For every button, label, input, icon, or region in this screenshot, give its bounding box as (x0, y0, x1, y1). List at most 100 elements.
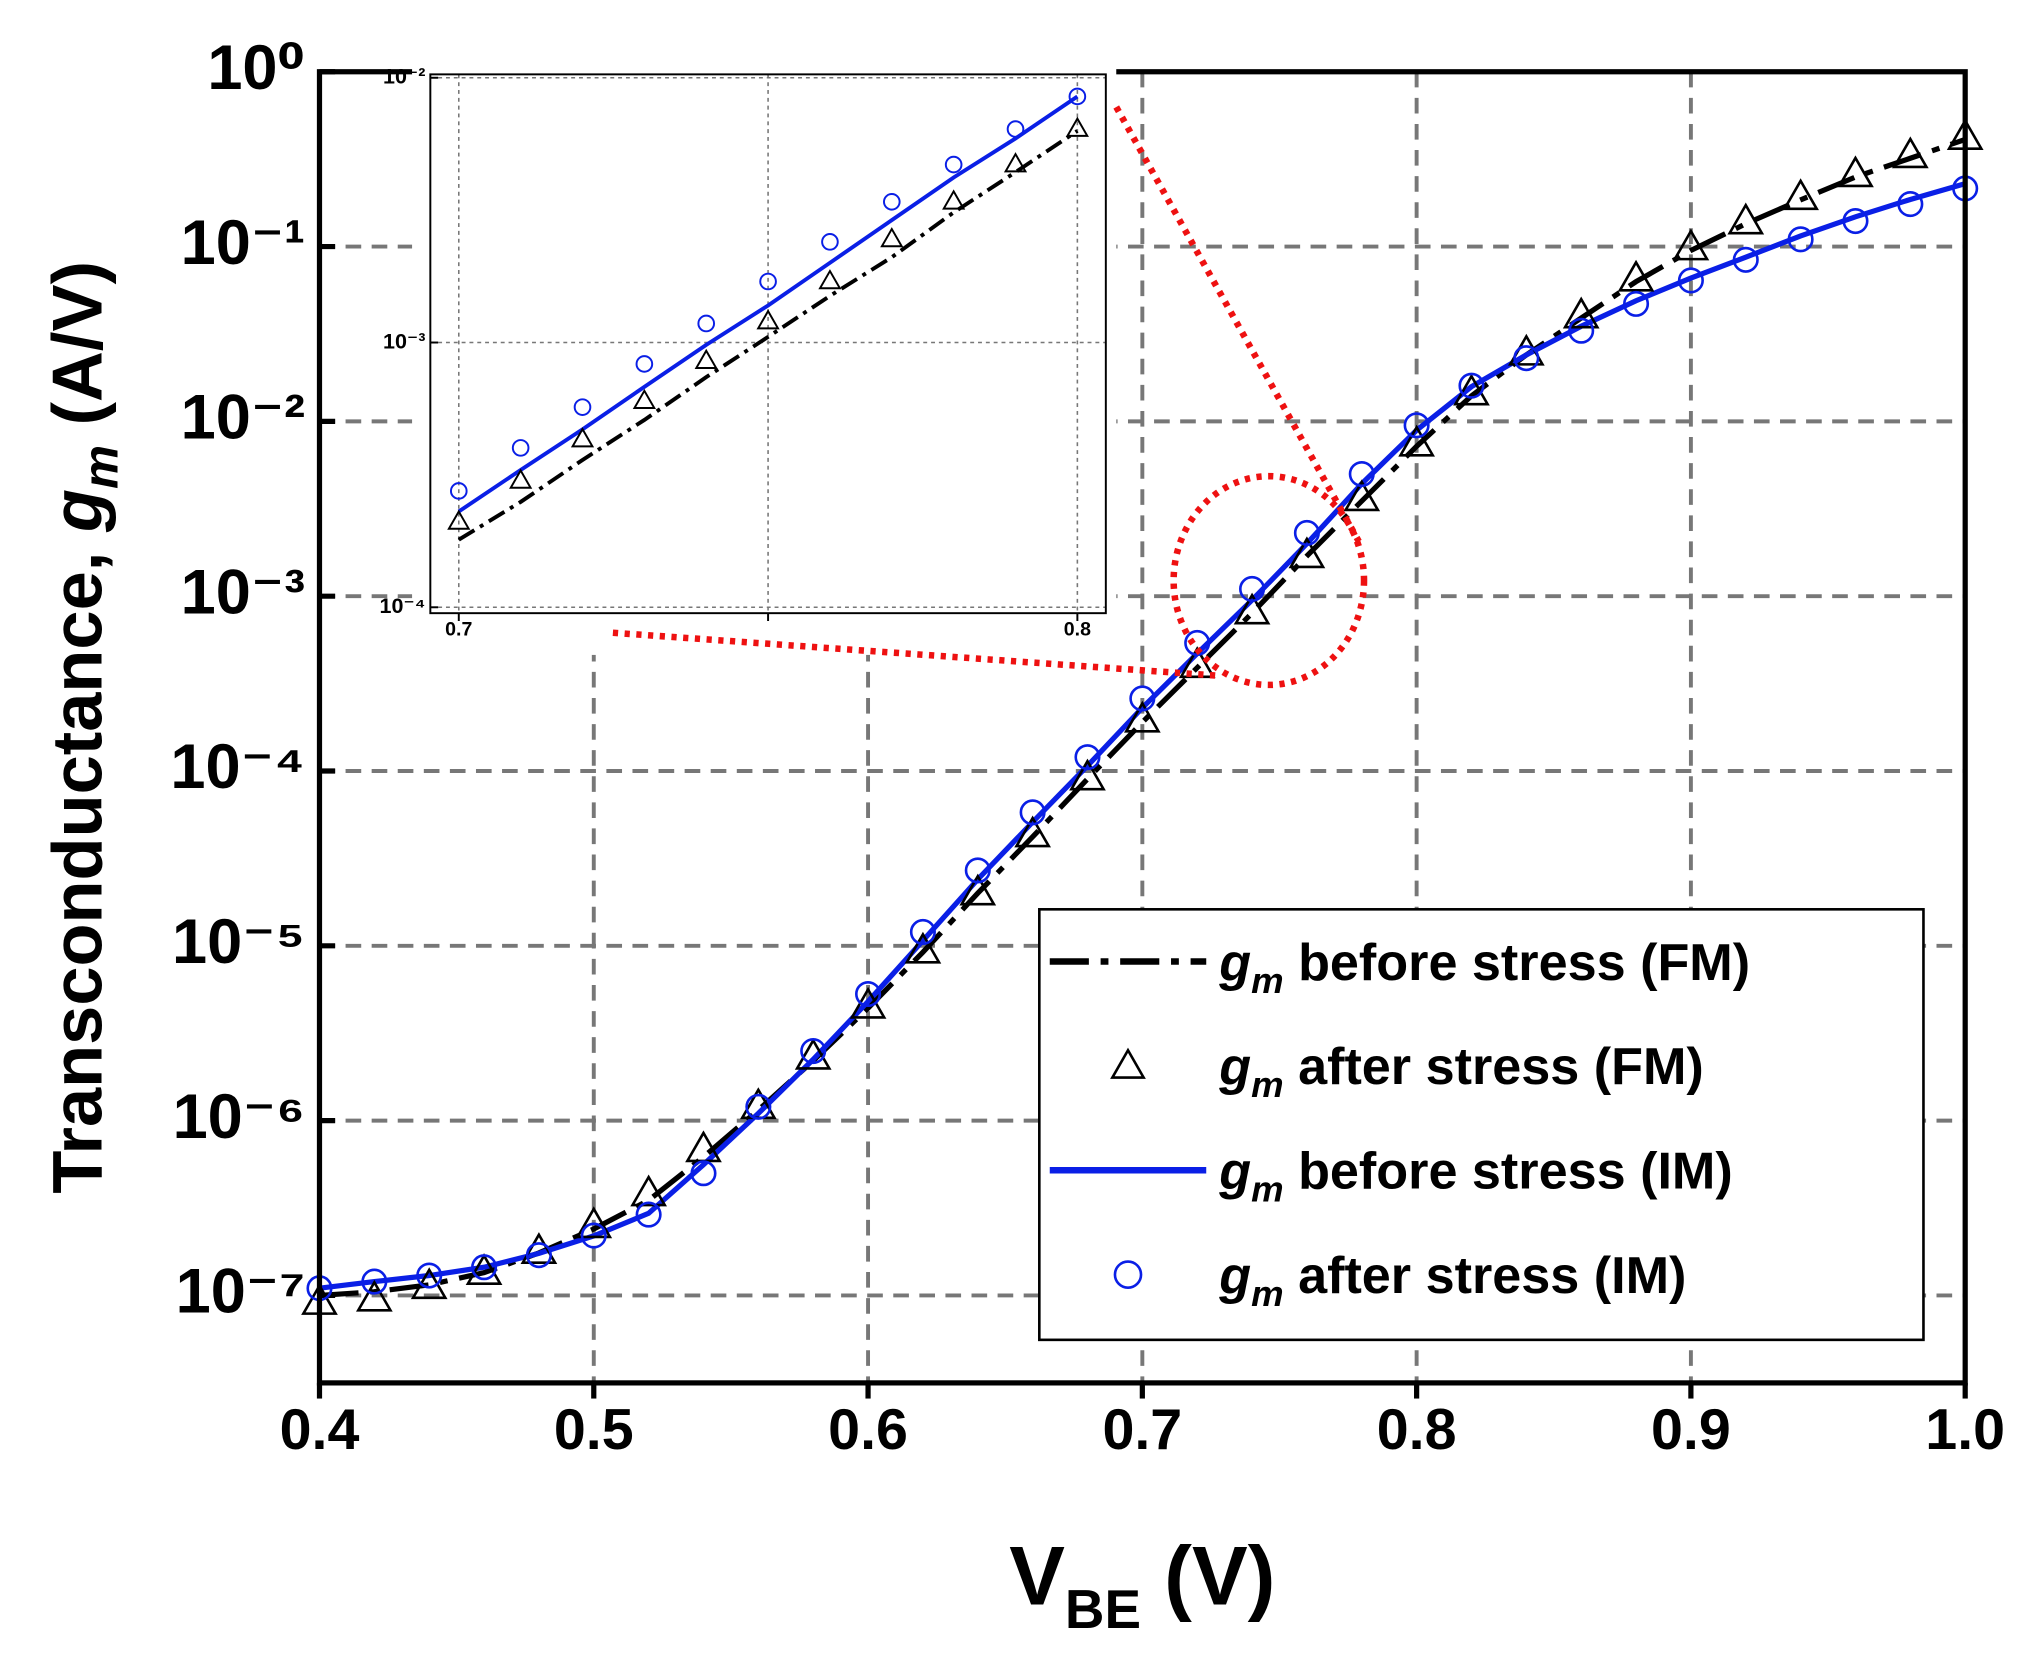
legend-label-part: after stress (FM) (1284, 1038, 1704, 1096)
y-tick-label: 10⁻² (383, 65, 425, 89)
triangle-marker (630, 1174, 667, 1207)
legend-label-part: m (1251, 1064, 1283, 1105)
triangle-marker (942, 189, 966, 210)
circle-marker (1068, 87, 1087, 106)
y-axis-label-part: (A/V) (38, 261, 117, 445)
x-tick-label: 0.5 (554, 1398, 634, 1462)
legend: gm before stress (FM)gm after stress (FM… (1038, 908, 1925, 1342)
x-tick-label: 0.6 (828, 1398, 908, 1462)
triangle-marker (1178, 646, 1216, 679)
triangle-marker (904, 931, 942, 964)
legend-label-part: g (1218, 1142, 1251, 1200)
triangle-marker (632, 388, 656, 410)
circle-marker (1293, 519, 1320, 547)
circle-marker (1787, 226, 1814, 253)
plot-frame (316, 69, 1968, 1386)
circle-marker (1623, 290, 1650, 317)
x-tick-label: 0.8 (1064, 619, 1091, 641)
triangle-marker (509, 468, 533, 489)
legend-swatch (1110, 1047, 1146, 1079)
circle-marker (1239, 575, 1266, 602)
legend-label: gm after stress (FM) (1218, 1038, 1703, 1105)
triangle-marker (1288, 536, 1326, 569)
triangle-marker (1398, 424, 1435, 457)
triangle-marker (1891, 136, 1929, 169)
y-tick-label: 10⁻⁴ (380, 594, 426, 618)
circle-marker (449, 482, 468, 500)
circle-marker (511, 439, 530, 457)
legend-label-part: m (1251, 960, 1283, 1001)
circle-marker (1568, 317, 1595, 344)
triangle-marker (694, 348, 718, 369)
circle-marker (1897, 191, 1924, 218)
triangle-marker (1343, 479, 1381, 512)
y-axis-label-part: m (72, 445, 128, 489)
triangle-marker (818, 269, 842, 290)
triangle-marker (1003, 152, 1028, 173)
circle-marker (635, 355, 654, 373)
circle-marker (1129, 685, 1156, 712)
x-axis-label: VBE (V) (1009, 1529, 1275, 1641)
circle-marker (1403, 412, 1430, 439)
circle-marker (1348, 460, 1375, 488)
triangle-marker (794, 1037, 832, 1070)
x-tick-label: 0.8 (1377, 1398, 1457, 1462)
series-line (457, 129, 1079, 542)
circle-marker (1513, 345, 1540, 372)
triangle-marker (959, 873, 997, 906)
triangle-marker (1617, 259, 1655, 292)
triangle-marker (1672, 228, 1710, 261)
legend-label-part: g (1218, 1038, 1251, 1096)
legend-label: gm before stress (IM) (1218, 1142, 1732, 1209)
circle-marker (1074, 744, 1101, 771)
x-tick-label: 0.7 (445, 619, 472, 641)
main-plot: 0.4 0.5 0.6 0.7 0.8 0.9 1.0 10⁻⁷ 10⁻⁶ 10⁻⁵ 10⁻⁴ 10⁻… (38, 33, 2005, 1640)
triangle-marker (1727, 202, 1765, 235)
x-tick-label: 0.7 (1102, 1398, 1182, 1462)
circle-marker (580, 1222, 607, 1249)
legend-label-part: g (1218, 934, 1251, 992)
circle-marker (882, 192, 901, 211)
zoom-line (612, 629, 1220, 680)
y-tick-label: 10⁻⁶ (173, 1082, 306, 1152)
y-tick-label: 10⁻³ (181, 557, 306, 627)
y-tick-label: 10⁻¹ (181, 208, 306, 278)
inset-background (412, 60, 1117, 655)
legend-label-part: m (1251, 1169, 1283, 1210)
y-tick-label: 10⁻⁵ (172, 907, 305, 977)
legend-label-part: before stress (IM) (1284, 1142, 1733, 1200)
x-axis-label-part: V (1009, 1529, 1065, 1623)
triangle-marker (1562, 296, 1600, 329)
y-tick-label: 10⁻⁴ (170, 732, 305, 802)
legend-label-part: after stress (IM) (1284, 1247, 1687, 1305)
triangle-marker (1453, 373, 1490, 406)
triangle-marker (1065, 116, 1089, 137)
y-axis-label-part: g (38, 489, 117, 533)
plot-frame (429, 73, 1107, 615)
circle-marker (361, 1268, 388, 1295)
legend-label: gm after stress (IM) (1218, 1247, 1686, 1314)
circle-marker (690, 1160, 717, 1187)
x-axis-label-part: BE (1065, 1578, 1141, 1640)
circle-marker (1458, 372, 1485, 399)
circle-marker (525, 1242, 552, 1269)
circle-marker (745, 1093, 772, 1120)
circle-marker (1006, 120, 1025, 138)
triangle-marker (447, 509, 471, 530)
inset-plot: 0.7 0.8 10⁻⁴ 10⁻³ 10⁻² (380, 65, 1107, 641)
zoom-ellipse (1170, 472, 1368, 689)
circle-marker (635, 1201, 662, 1228)
legend-label-part: g (1218, 1247, 1251, 1305)
circle-marker (855, 980, 882, 1008)
triangle-marker (1014, 815, 1051, 848)
circle-marker (573, 398, 592, 416)
series-group (457, 94, 1079, 542)
circle-marker (964, 857, 991, 884)
triangle-marker (756, 309, 780, 330)
zoom-annotation (612, 105, 1368, 689)
triangle-marker (465, 1253, 503, 1285)
y-axis-label-part: Transconductance, (38, 532, 117, 1194)
legend-label-part: m (1251, 1273, 1283, 1314)
